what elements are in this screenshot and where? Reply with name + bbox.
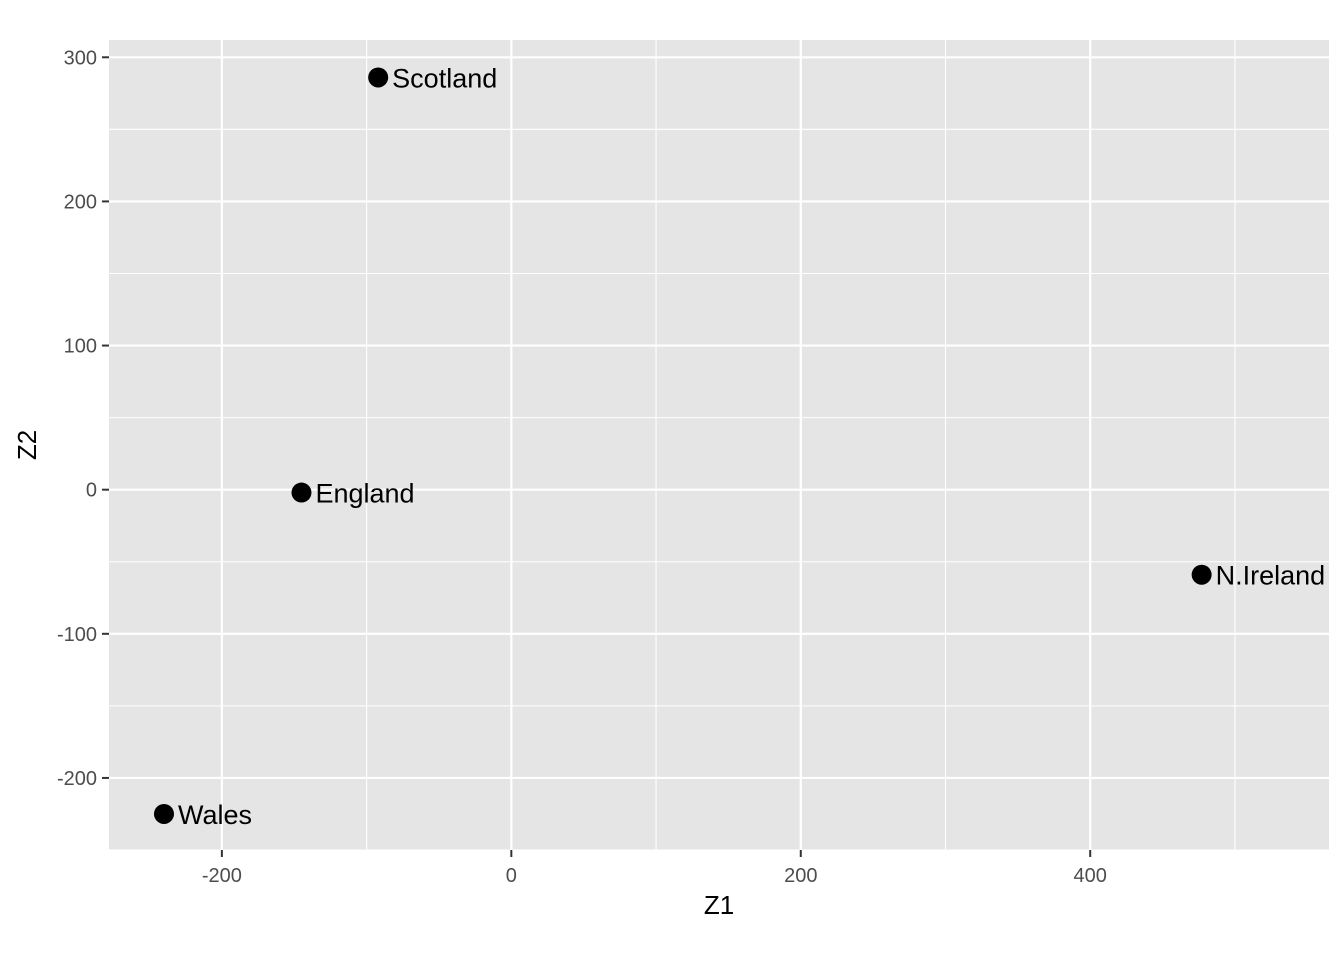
- y-axis-title: Z2: [12, 430, 42, 460]
- data-point-label: England: [315, 479, 414, 509]
- data-point: [153, 803, 174, 824]
- y-tick-label: 300: [64, 47, 97, 69]
- x-tick-label: 200: [784, 865, 817, 887]
- y-tick-label: 100: [64, 336, 97, 358]
- x-tick-label: -200: [202, 865, 242, 887]
- data-point: [368, 67, 389, 88]
- minor-grid-lines: [109, 40, 1329, 851]
- x-tick-label: 400: [1074, 865, 1107, 887]
- data-point: [291, 482, 312, 503]
- data-point-label: N.Ireland: [1216, 561, 1326, 591]
- axis-ticks: -200 0 200 400 -200 -100 0 100 200 300: [57, 47, 1107, 887]
- data-point-label: Scotland: [392, 63, 497, 93]
- y-tick-label: 0: [86, 480, 97, 502]
- x-axis-title: Z1: [704, 890, 734, 920]
- plot-panel: [109, 40, 1329, 850]
- y-tick-label: -200: [57, 768, 97, 790]
- y-tick-label: 200: [64, 191, 97, 213]
- major-grid-lines: [109, 40, 1329, 850]
- x-tick-label: 0: [506, 865, 517, 887]
- data-point-label: Wales: [178, 800, 252, 830]
- y-tick-label: -100: [57, 624, 97, 646]
- data-point: [1191, 564, 1212, 585]
- data-points: Scotland England N.Ireland Wales: [153, 63, 1326, 830]
